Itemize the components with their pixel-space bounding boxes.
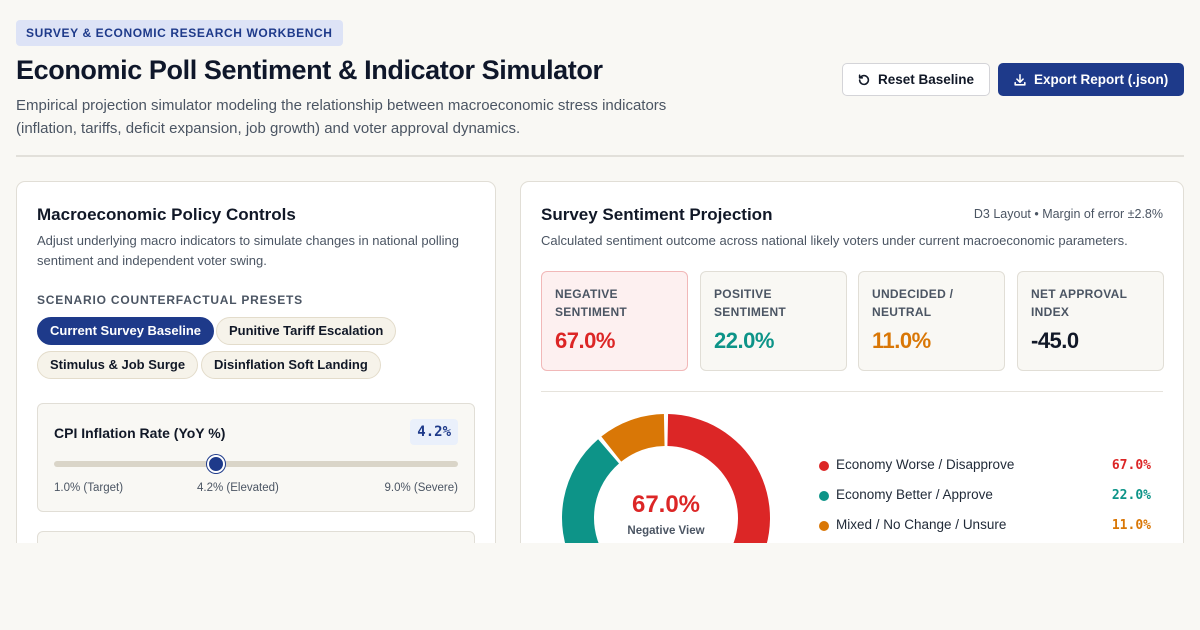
cpi-inflation-slider-group: CPI Inflation Rate (YoY %) 4.2% 1.0% (Ta…: [37, 403, 475, 512]
legend-dot-amber: [819, 521, 829, 531]
projection-description: Calculated sentiment outcome across nati…: [541, 233, 1128, 248]
projection-meta: D3 Layout • Margin of error ±2.8%: [973, 207, 1163, 221]
legend-value: 22.0%: [1111, 488, 1151, 503]
net-approval-card: NET APPROVAL INDEX -45.0: [1017, 271, 1164, 371]
page-title: Economic Poll Sentiment & Indicator Simu…: [16, 55, 603, 85]
negative-sentiment-card: NEGATIVE SENTIMENT 67.0%: [541, 271, 688, 371]
donut-center: 67.0% Negative View: [561, 491, 771, 537]
cpi-inflation-slider-track[interactable]: [54, 455, 458, 473]
legend-dot-red: [819, 461, 829, 471]
donut-slice-positive: [562, 439, 620, 567]
net-approval-value: -45.0: [1031, 328, 1079, 353]
legend-label: Economy Better / Approve: [836, 487, 993, 502]
controls-title: Macroeconomic Policy Controls: [37, 205, 296, 224]
export-report-button[interactable]: Export Report (.json): [998, 63, 1184, 96]
reset-baseline-label: Reset Baseline: [878, 72, 975, 87]
positive-sentiment-card: POSITIVE SENTIMENT 22.0%: [700, 271, 847, 371]
projection-title: Survey Sentiment Projection: [541, 205, 773, 224]
preset-punitive-tariff-escalation[interactable]: Punitive Tariff Escalation: [216, 317, 397, 345]
legend-item-worse: Economy Worse / Disapprove 67.0%: [819, 456, 1151, 476]
cpi-inflation-value: 4.2%: [410, 419, 458, 445]
viewport-clip: [0, 543, 1200, 630]
cpi-inflation-label: CPI Inflation Rate (YoY %): [54, 425, 226, 441]
projection-divider: [541, 391, 1163, 392]
preset-disinflation-soft-landing[interactable]: Disinflation Soft Landing: [201, 351, 381, 379]
legend-label: Mixed / No Change / Unsure: [836, 517, 1007, 532]
download-icon: [1014, 73, 1026, 86]
cpi-tick-max: 9.0% (Severe): [384, 482, 458, 494]
header-divider: [16, 155, 1184, 157]
positive-sentiment-label: POSITIVE SENTIMENT: [714, 287, 787, 319]
legend-dot-teal: [819, 491, 829, 501]
cpi-tick-min: 1.0% (Target): [54, 482, 124, 494]
page-subtitle: Empirical projection simulator modeling …: [16, 97, 667, 137]
export-report-label: Export Report (.json): [1034, 72, 1169, 87]
donut-center-value: 67.0%: [631, 491, 701, 518]
undecided-neutral-value: 11.0%: [872, 328, 931, 353]
legend-item-better: Economy Better / Approve 22.0%: [819, 486, 1151, 506]
cpi-tick-mid: 4.2% (Elevated): [197, 482, 279, 494]
preset-current-survey-baseline[interactable]: Current Survey Baseline: [37, 317, 215, 345]
legend-label: Economy Worse / Disapprove: [836, 457, 1015, 472]
donut-center-label: Negative View: [627, 525, 705, 537]
legend-item-mixed: Mixed / No Change / Unsure 11.0%: [819, 516, 1151, 536]
legend-value: 11.0%: [1111, 518, 1151, 533]
net-approval-label: NET APPROVAL INDEX: [1031, 287, 1128, 319]
donut-slice-neutral: [601, 414, 665, 462]
undecided-neutral-label: UNDECIDED / NEUTRAL: [872, 287, 954, 319]
positive-sentiment-value: 22.0%: [714, 328, 774, 353]
undecided-neutral-card: UNDECIDED / NEUTRAL 11.0%: [858, 271, 1005, 371]
negative-sentiment-label: NEGATIVE SENTIMENT: [555, 287, 628, 319]
legend-value: 67.0%: [1111, 458, 1151, 473]
negative-sentiment-value: 67.0%: [555, 328, 615, 353]
presets-label: SCENARIO COUNTERFACTUAL PRESETS: [37, 293, 303, 307]
reset-baseline-button[interactable]: Reset Baseline: [842, 63, 990, 96]
reset-icon: [858, 73, 870, 85]
cpi-inflation-slider-thumb[interactable]: [206, 455, 225, 473]
controls-description: Adjust underlying macro indicators to si…: [37, 233, 460, 268]
preset-stimulus-job-surge[interactable]: Stimulus & Job Surge: [37, 351, 199, 379]
workbench-badge: SURVEY & ECONOMIC RESEARCH WORKBENCH: [16, 20, 343, 46]
